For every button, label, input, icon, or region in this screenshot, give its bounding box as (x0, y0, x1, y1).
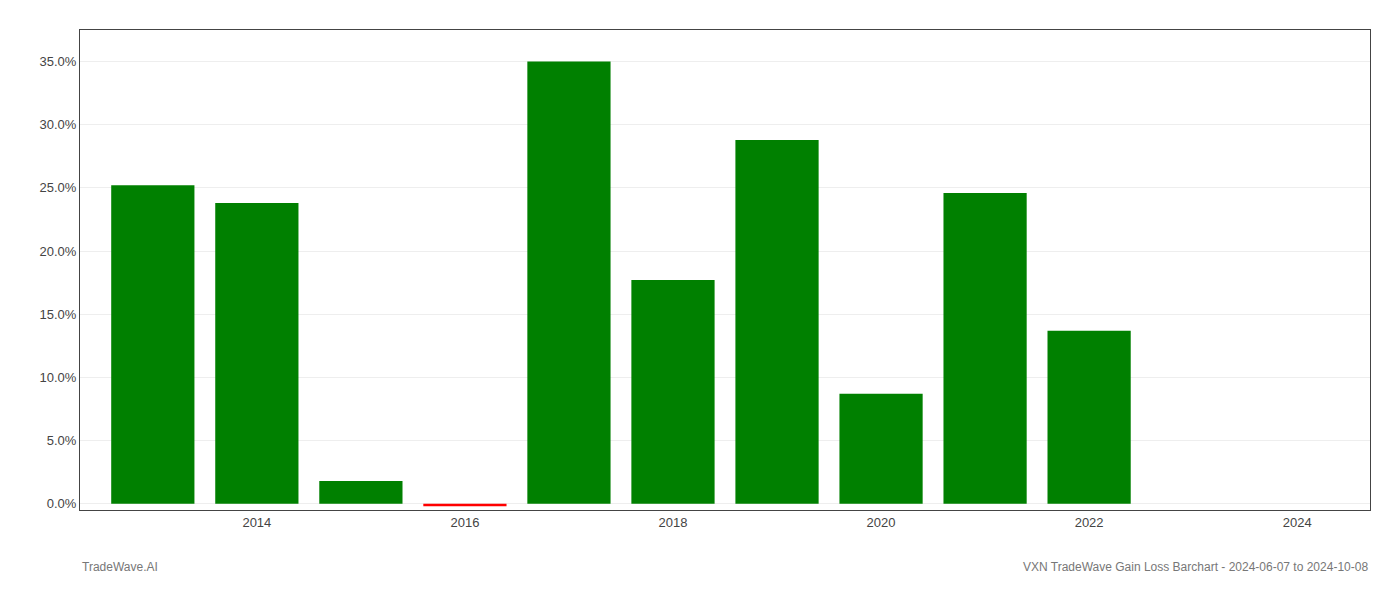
svg-text:35.0%: 35.0% (40, 54, 77, 69)
svg-text:30.0%: 30.0% (40, 117, 77, 132)
svg-text:2020: 2020 (867, 515, 896, 530)
svg-text:VXN TradeWave Gain Loss Barcha: VXN TradeWave Gain Loss Barchart - 2024-… (1023, 560, 1368, 574)
svg-text:2018: 2018 (659, 515, 688, 530)
svg-text:25.0%: 25.0% (40, 180, 77, 195)
svg-text:2022: 2022 (1075, 515, 1104, 530)
svg-text:TradeWave.AI: TradeWave.AI (82, 560, 158, 574)
svg-text:2016: 2016 (450, 515, 479, 530)
svg-text:2024: 2024 (1283, 515, 1312, 530)
svg-text:15.0%: 15.0% (40, 307, 77, 322)
svg-text:5.0%: 5.0% (47, 433, 77, 448)
svg-text:20.0%: 20.0% (40, 244, 77, 259)
svg-text:2014: 2014 (242, 515, 271, 530)
svg-text:0.0%: 0.0% (47, 496, 77, 511)
svg-text:10.0%: 10.0% (40, 370, 77, 385)
